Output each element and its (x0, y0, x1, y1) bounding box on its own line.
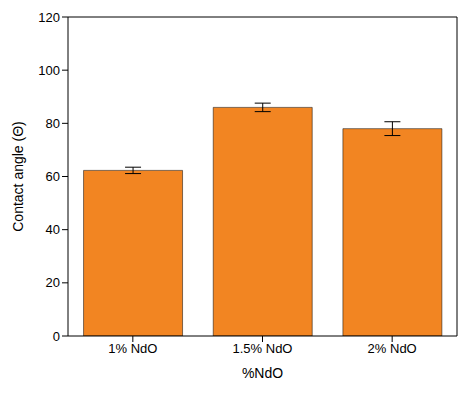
svg-text:80: 80 (46, 116, 60, 131)
svg-text:0: 0 (53, 329, 60, 344)
svg-text:%NdO: %NdO (242, 365, 283, 381)
svg-text:2% NdO: 2% NdO (368, 341, 417, 356)
svg-text:60: 60 (46, 169, 60, 184)
svg-text:1.5% NdO: 1.5% NdO (233, 341, 293, 356)
svg-text:Contact angle (Θ): Contact angle (Θ) (10, 121, 26, 232)
svg-text:120: 120 (38, 10, 60, 25)
svg-text:40: 40 (46, 222, 60, 237)
svg-text:100: 100 (38, 63, 60, 78)
svg-text:1% NdO: 1% NdO (108, 341, 157, 356)
svg-text:20: 20 (46, 275, 60, 290)
